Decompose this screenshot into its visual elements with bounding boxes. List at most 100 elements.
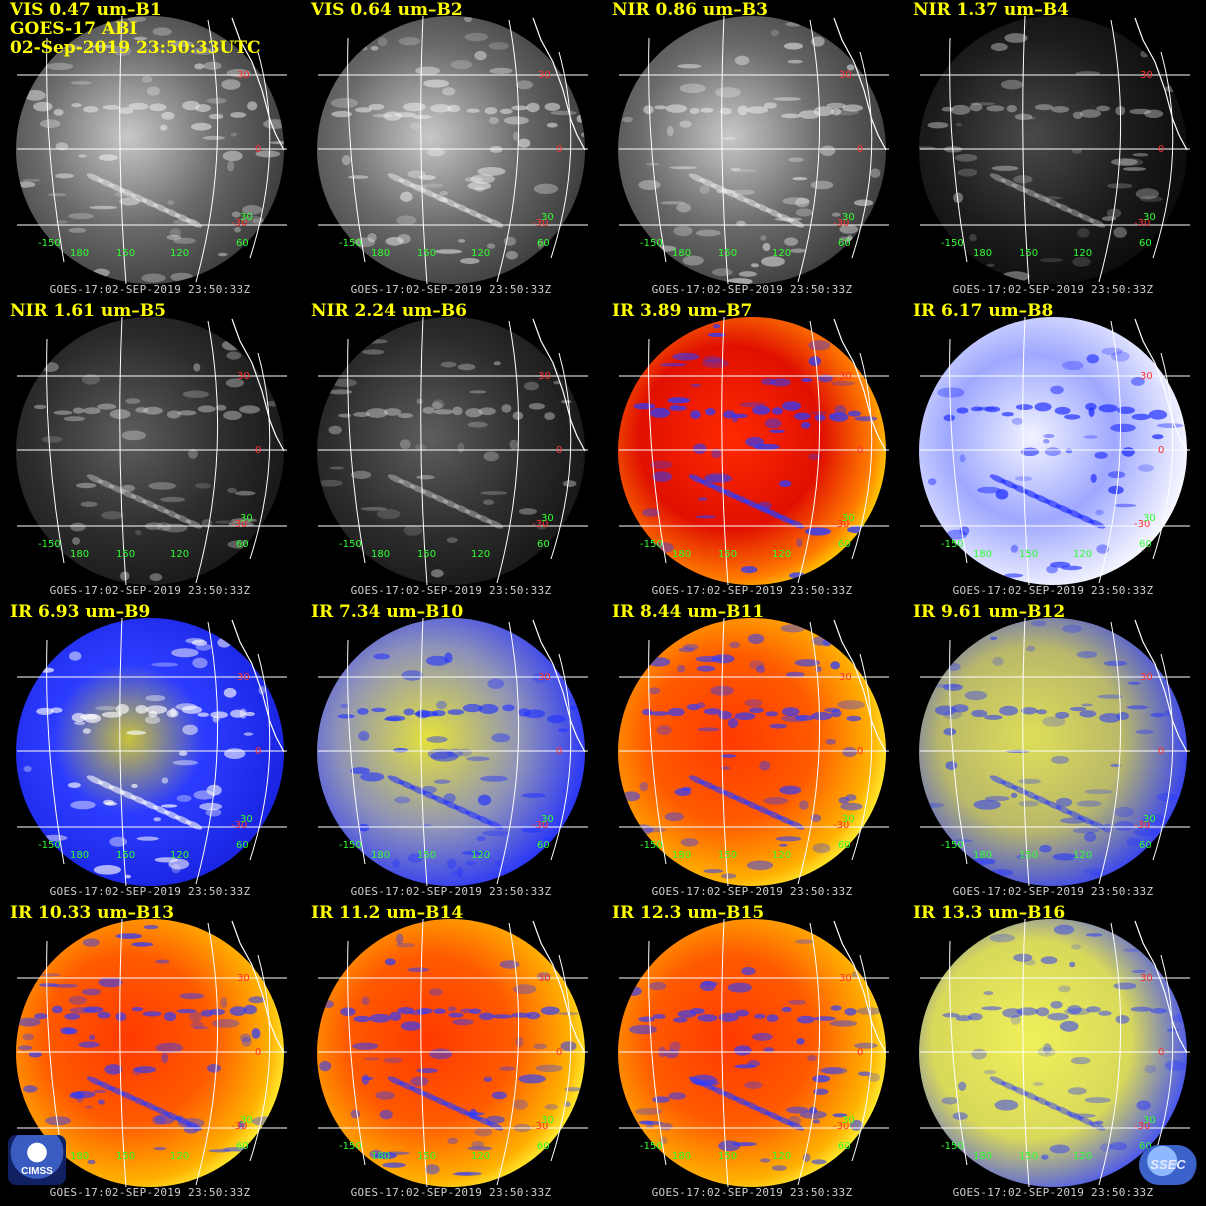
longitude-label: 60 <box>838 840 851 851</box>
observation-datetime: 02-Sep-2019 23:50:33UTC <box>10 38 261 58</box>
longitude-label: -150 <box>38 539 61 550</box>
panel-timestamp: GOES-17:02-SEP-2019 23:50:33Z <box>952 584 1154 597</box>
latitude-label: -30 <box>231 218 247 229</box>
latitude-label: -30 <box>231 519 247 530</box>
band-title: NIR 0.86 um–B3 <box>612 0 768 20</box>
latitude-label: 0 <box>556 445 562 456</box>
longitude-label: 60 <box>1139 539 1152 550</box>
longitude-label: -150 <box>640 539 663 550</box>
latitude-label: 0 <box>1158 144 1164 155</box>
cimss-logo: CIMSS <box>8 1135 66 1185</box>
longitude-label: 60 <box>537 1141 550 1152</box>
longitude-label: 120 <box>772 1151 791 1162</box>
longitude-label: 180 <box>672 549 691 560</box>
band-panel: 30 0 -30 30 -150 180 150 120 60 IR 6.17 um–B8 GOES… <box>903 301 1203 601</box>
longitude-label: -150 <box>941 1141 964 1152</box>
panel-timestamp: GOES-17:02-SEP-2019 23:50:33Z <box>651 1186 853 1199</box>
graticule <box>318 316 588 586</box>
longitude-label: 120 <box>1073 248 1092 259</box>
latitude-label: 30 <box>541 1115 554 1126</box>
latitude-label: 30 <box>842 513 855 524</box>
panel-timestamp: GOES-17:02-SEP-2019 23:50:33Z <box>350 885 552 898</box>
longitude-label: 150 <box>116 248 135 259</box>
earth-disk <box>919 16 1187 284</box>
latitude-label: 30 <box>538 973 551 984</box>
longitude-label: 150 <box>1019 850 1038 861</box>
band-title: IR 12.3 um–B15 <box>612 903 765 923</box>
latitude-label: 30 <box>541 513 554 524</box>
longitude-label: 120 <box>170 850 189 861</box>
latitude-label: 0 <box>255 144 261 155</box>
latitude-label: 30 <box>1140 70 1153 81</box>
panel-timestamp: GOES-17:02-SEP-2019 23:50:33Z <box>952 885 1154 898</box>
longitude-label: 120 <box>1073 549 1092 560</box>
latitude-label: 0 <box>255 746 261 757</box>
longitude-label: -150 <box>941 539 964 550</box>
longitude-label: 60 <box>236 840 249 851</box>
longitude-label: 120 <box>170 248 189 259</box>
longitude-label: 120 <box>471 549 490 560</box>
latitude-label: 30 <box>240 212 253 223</box>
panel-timestamp: GOES-17:02-SEP-2019 23:50:33Z <box>651 283 853 296</box>
latitude-label: 30 <box>237 70 250 81</box>
longitude-label: 150 <box>417 248 436 259</box>
longitude-label: 180 <box>70 1151 89 1162</box>
panel-timestamp: GOES-17:02-SEP-2019 23:50:33Z <box>49 283 251 296</box>
latitude-label: 0 <box>1158 746 1164 757</box>
longitude-label: -150 <box>941 840 964 851</box>
band-title: IR 9.61 um–B12 <box>913 602 1066 622</box>
longitude-label: 60 <box>236 238 249 249</box>
latitude-label: -30 <box>532 1121 548 1132</box>
latitude-label: -30 <box>1134 1121 1150 1132</box>
band-panel: 30 0 -30 30 -150 180 150 120 60 IR 7.34 um–B10 GOE… <box>301 602 601 902</box>
graticule <box>619 617 889 887</box>
band-panel: 30 0 -30 30 -150 180 150 120 60 IR 3.89 um–B7 GOES… <box>602 301 902 601</box>
longitude-label: 150 <box>417 549 436 560</box>
longitude-label: -150 <box>640 840 663 851</box>
longitude-label: 60 <box>838 539 851 550</box>
longitude-label: 60 <box>1139 840 1152 851</box>
latitude-label: 0 <box>1158 445 1164 456</box>
graticule <box>920 316 1190 586</box>
latitude-label: 0 <box>1158 1047 1164 1058</box>
band-title: IR 11.2 um–B14 <box>311 903 464 923</box>
longitude-label: 120 <box>772 549 791 560</box>
band-panel: 30 0 -30 30 -150 180 150 120 60 NIR 2.24 um–B6 GOE… <box>301 301 601 601</box>
panel-timestamp: GOES-17:02-SEP-2019 23:50:33Z <box>952 283 1154 296</box>
earth-disk <box>618 317 886 585</box>
earth-disk <box>919 317 1187 585</box>
graticule <box>318 617 588 887</box>
longitude-label: 150 <box>116 850 135 861</box>
band-panel: 30 0 -30 30 -150 180 150 120 60 NIR 1.37 um–B4 GOE… <box>903 0 1203 300</box>
longitude-label: -150 <box>339 238 362 249</box>
graticule <box>17 15 287 285</box>
longitude-label: -150 <box>38 840 61 851</box>
latitude-label: 30 <box>538 672 551 683</box>
latitude-label: 30 <box>842 212 855 223</box>
longitude-label: 180 <box>371 1151 390 1162</box>
longitude-label: 150 <box>718 549 737 560</box>
band-title: NIR 2.24 um–B6 <box>311 301 467 321</box>
latitude-label: 0 <box>556 144 562 155</box>
longitude-label: 120 <box>471 850 490 861</box>
band-panel: 30 0 -30 30 -150 180 150 120 60 IR 13.3 um–B16 GOE… <box>903 903 1203 1203</box>
longitude-label: 180 <box>973 850 992 861</box>
band-panel: 30 0 -30 30 -150 180 150 120 60 VIS 0.64 um–B2 GOE… <box>301 0 601 300</box>
longitude-label: 150 <box>1019 549 1038 560</box>
latitude-label: -30 <box>833 519 849 530</box>
latitude-label: 0 <box>857 746 863 757</box>
longitude-label: -150 <box>941 238 964 249</box>
longitude-label: 60 <box>838 238 851 249</box>
longitude-label: -150 <box>339 840 362 851</box>
band-title: IR 10.33 um–B13 <box>10 903 175 923</box>
latitude-label: 30 <box>839 973 852 984</box>
longitude-label: 150 <box>718 1151 737 1162</box>
